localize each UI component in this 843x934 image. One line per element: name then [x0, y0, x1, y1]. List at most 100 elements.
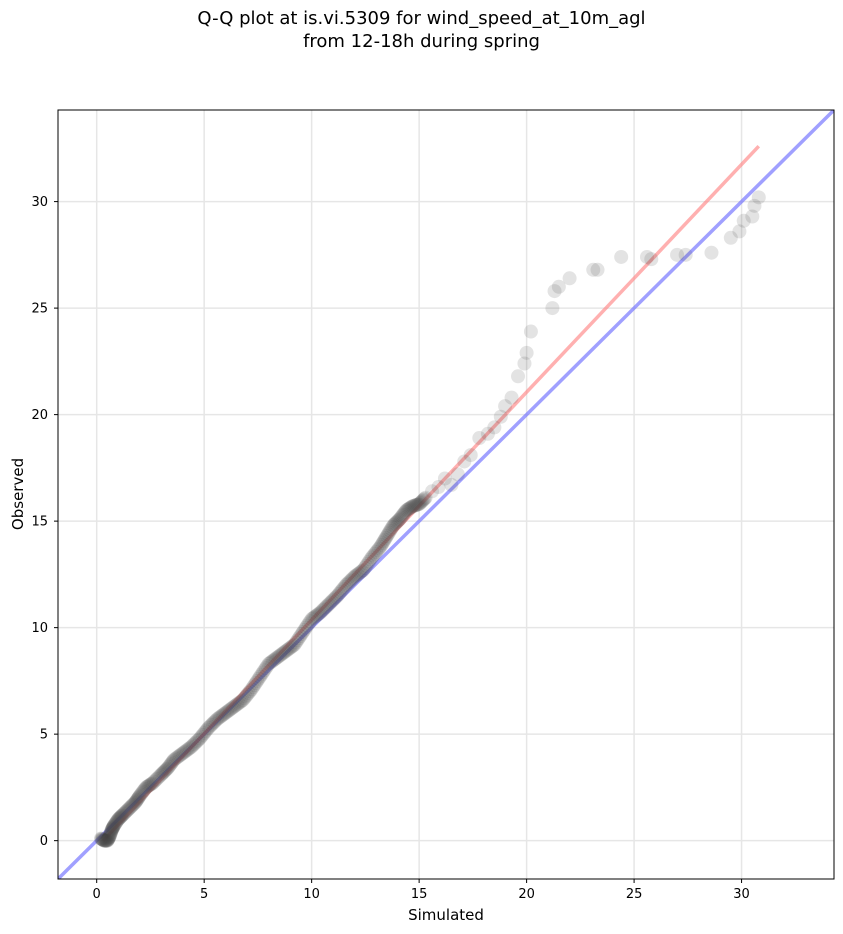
quantile-point [195, 727, 210, 742]
quantile-point [131, 789, 146, 804]
quantile-point [234, 694, 249, 709]
quantile-point [102, 830, 117, 845]
quantile-point [397, 506, 412, 521]
quantile-point [704, 245, 719, 260]
quantile-point [751, 190, 766, 205]
quantile-point [416, 492, 431, 507]
quantile-point [271, 649, 286, 664]
quantile-point [237, 691, 252, 706]
quantile-point [171, 749, 186, 764]
quantile-point [343, 573, 358, 588]
quantile-point [115, 808, 130, 823]
quantile-point [225, 700, 240, 715]
quantile-point [112, 810, 127, 825]
quantile-point [215, 707, 230, 722]
quantile-point [200, 722, 215, 737]
quantile-point [139, 780, 154, 795]
quantile-point [178, 744, 193, 759]
quantile-point [412, 497, 427, 512]
quantile-point [288, 635, 303, 650]
quantile-point [194, 729, 209, 744]
quantile-point [404, 499, 419, 514]
quantile-point [304, 612, 319, 627]
quantile-point [409, 497, 424, 512]
x-axis-label: Simulated [408, 906, 484, 924]
quantile-point [301, 616, 316, 631]
quantile-point [156, 765, 171, 780]
quantile-point [157, 764, 172, 779]
quantile-point [105, 820, 120, 835]
quantile-point [268, 651, 283, 666]
quantile-point [99, 833, 114, 848]
quantile-point [95, 832, 110, 847]
quantile-point [390, 514, 405, 529]
quantile-point [551, 279, 566, 294]
quantile-point [340, 576, 355, 591]
quantile-point [175, 746, 190, 761]
quantile-point [102, 829, 117, 844]
quantile-point [248, 676, 263, 691]
quantile-point [639, 249, 654, 264]
y-tick-label: 5 [40, 728, 48, 743]
quantile-point [407, 498, 422, 513]
axis-ticks: 0 5 10 15 20 25 30 0 5 10 15 20 25 30 [31, 195, 749, 902]
quantile-point [457, 454, 472, 469]
quantile-point [380, 527, 395, 542]
quantile-point [336, 581, 351, 596]
quantile-point [732, 224, 747, 239]
quantile-point [311, 606, 326, 621]
quantile-point [387, 517, 402, 532]
quantile-point [101, 831, 116, 846]
quantile-point [353, 565, 368, 580]
quantile-point [339, 578, 354, 593]
quantile-point [235, 693, 250, 708]
quantile-point [108, 816, 123, 831]
quantile-point [280, 643, 295, 658]
quantile-point [391, 513, 406, 528]
x-tick-label: 10 [303, 887, 320, 902]
quantile-point [99, 833, 114, 848]
quantile-point [185, 738, 200, 753]
quantile-point [372, 541, 387, 556]
quantile-point [394, 509, 409, 524]
quantile-point [296, 624, 311, 639]
quantile-point [202, 719, 217, 734]
quantile-point [247, 678, 262, 693]
quantile-point [251, 671, 266, 686]
quantile-point [109, 814, 124, 829]
quantile-point [400, 502, 415, 517]
quantile-point [379, 529, 394, 544]
quantile-point [111, 812, 126, 827]
quantile-point [286, 638, 301, 653]
quantile-point [255, 665, 270, 680]
quantile-point [227, 699, 242, 714]
quantile-point [736, 213, 751, 228]
quantile-point [747, 198, 762, 213]
quantile-point [444, 477, 459, 492]
quantile-point [519, 345, 534, 360]
quantile-point [385, 520, 400, 535]
quantile-point [100, 832, 115, 847]
quantile-point [140, 779, 155, 794]
quantile-point [94, 831, 109, 846]
quantile-point [517, 356, 532, 371]
y-tick-label: 10 [31, 621, 48, 636]
reference-lines [58, 110, 834, 879]
quantile-point [317, 601, 332, 616]
quantile-point [314, 604, 329, 619]
quantile-point [100, 833, 115, 848]
quantile-point [218, 705, 233, 720]
quantile-point [134, 786, 149, 801]
quantile-point [290, 633, 305, 648]
quantile-point [152, 769, 167, 784]
quantile-point [277, 645, 292, 660]
quantile-point [324, 594, 339, 609]
quantile-point [179, 743, 194, 758]
quantile-point [327, 591, 342, 606]
quantile-point [417, 491, 432, 506]
quantile-point [131, 791, 146, 806]
quantile-point [243, 684, 258, 699]
quantile-point [220, 704, 235, 719]
chart-title: Q-Q plot at is.vi.5309 for wind_speed_at… [197, 8, 646, 52]
quantile-point [281, 641, 296, 656]
